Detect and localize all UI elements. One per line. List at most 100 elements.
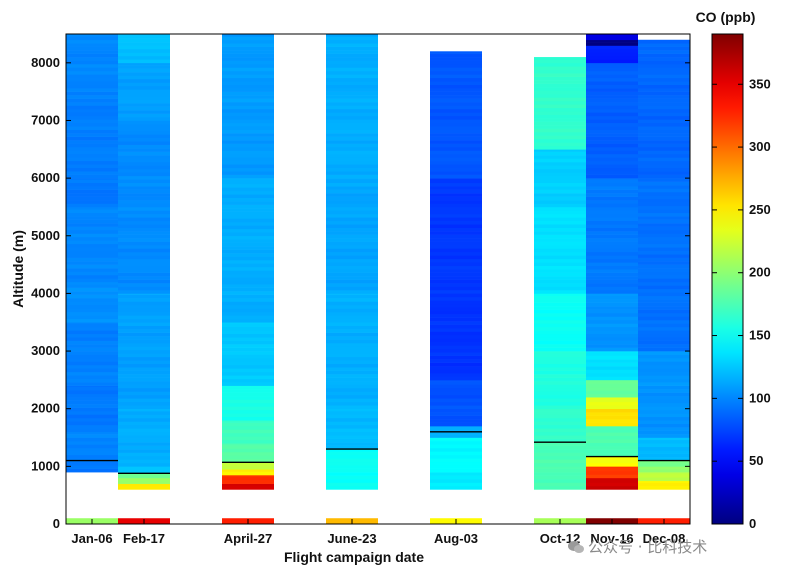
co-cell	[326, 178, 378, 180]
co-cell	[586, 238, 638, 242]
co-cell	[586, 213, 638, 218]
co-cell	[326, 401, 378, 406]
co-cell	[66, 186, 118, 190]
co-cell	[118, 377, 170, 382]
co-cell	[638, 209, 690, 214]
co-cell	[222, 357, 274, 362]
co-cell	[430, 193, 482, 197]
co-cell	[430, 265, 482, 270]
co-cell	[118, 318, 170, 323]
co-cell	[118, 342, 170, 347]
co-cell	[534, 69, 586, 74]
colorbar-tick-label: 0	[749, 516, 756, 531]
co-cell	[638, 43, 690, 47]
co-cell	[586, 52, 638, 57]
co-cell	[638, 81, 690, 86]
wechat-icon	[568, 540, 584, 554]
co-cell	[118, 391, 170, 396]
co-cell	[222, 294, 274, 299]
co-cell	[430, 444, 482, 449]
co-cell	[66, 378, 118, 383]
co-cell	[326, 475, 378, 480]
co-cell	[638, 402, 690, 407]
co-cell	[638, 167, 690, 172]
co-cell	[66, 440, 118, 445]
co-cell	[118, 401, 170, 406]
co-cell	[66, 50, 118, 54]
co-cell	[534, 193, 586, 197]
co-cell	[586, 309, 638, 314]
co-cell	[638, 427, 690, 431]
co-cell	[222, 91, 274, 96]
co-cell	[638, 319, 690, 324]
co-cell	[118, 315, 170, 320]
co-cell	[586, 347, 638, 352]
co-cell	[638, 466, 690, 469]
co-cell	[430, 182, 482, 187]
co-cell	[586, 306, 638, 310]
y-tick-label: 6000	[31, 170, 60, 185]
co-cell	[66, 468, 118, 473]
y-tick-label: 8000	[31, 55, 60, 70]
co-cell	[326, 325, 378, 330]
co-cell	[430, 143, 482, 148]
co-cell	[638, 150, 690, 155]
co-cell	[586, 299, 638, 303]
co-cell	[326, 108, 378, 113]
co-cell	[586, 393, 638, 398]
co-cell	[430, 63, 482, 68]
co-cell	[222, 451, 274, 456]
co-cell	[534, 100, 586, 105]
co-cell	[638, 378, 690, 383]
co-cell	[430, 317, 482, 322]
co-cell	[118, 96, 170, 101]
co-cell	[66, 424, 118, 429]
co-cell	[66, 284, 118, 288]
co-cell	[430, 321, 482, 325]
co-cell	[326, 186, 378, 190]
co-cell	[326, 315, 378, 320]
co-cell	[534, 319, 586, 324]
co-cell	[66, 219, 118, 224]
co-cell	[534, 381, 586, 385]
co-cell	[534, 76, 586, 81]
co-cell	[222, 88, 274, 92]
co-cell	[638, 344, 690, 348]
co-cell	[586, 133, 638, 137]
co-cell	[222, 215, 274, 219]
co-cell	[66, 143, 118, 148]
co-cell	[586, 115, 638, 120]
co-cell	[638, 257, 690, 262]
co-cell	[534, 401, 586, 406]
co-cell	[118, 265, 170, 270]
co-cell	[534, 466, 586, 469]
co-cell	[118, 68, 170, 73]
co-cell	[586, 462, 638, 467]
co-cell	[326, 231, 378, 235]
profile-aug-03	[430, 51, 482, 524]
co-cell	[638, 354, 690, 359]
co-cell	[534, 462, 586, 467]
co-cell	[534, 179, 586, 184]
co-cell	[222, 178, 274, 181]
co-cell	[586, 442, 638, 447]
co-cell	[326, 269, 378, 273]
co-cell	[222, 347, 274, 352]
co-cell	[326, 63, 378, 68]
profile-april-27	[222, 34, 274, 524]
co-cell	[586, 81, 638, 86]
co-cell	[638, 323, 690, 328]
co-cell	[534, 128, 586, 133]
co-cell	[534, 421, 586, 426]
co-cell	[118, 477, 170, 481]
co-cell	[430, 112, 482, 117]
co-cell	[430, 244, 482, 249]
co-cell	[534, 363, 586, 368]
co-cell	[326, 150, 378, 155]
co-cell	[118, 248, 170, 253]
co-cell	[222, 298, 274, 302]
co-cell	[118, 231, 170, 235]
co-cell	[326, 146, 378, 151]
co-cell	[66, 153, 118, 158]
co-cell	[586, 136, 638, 141]
